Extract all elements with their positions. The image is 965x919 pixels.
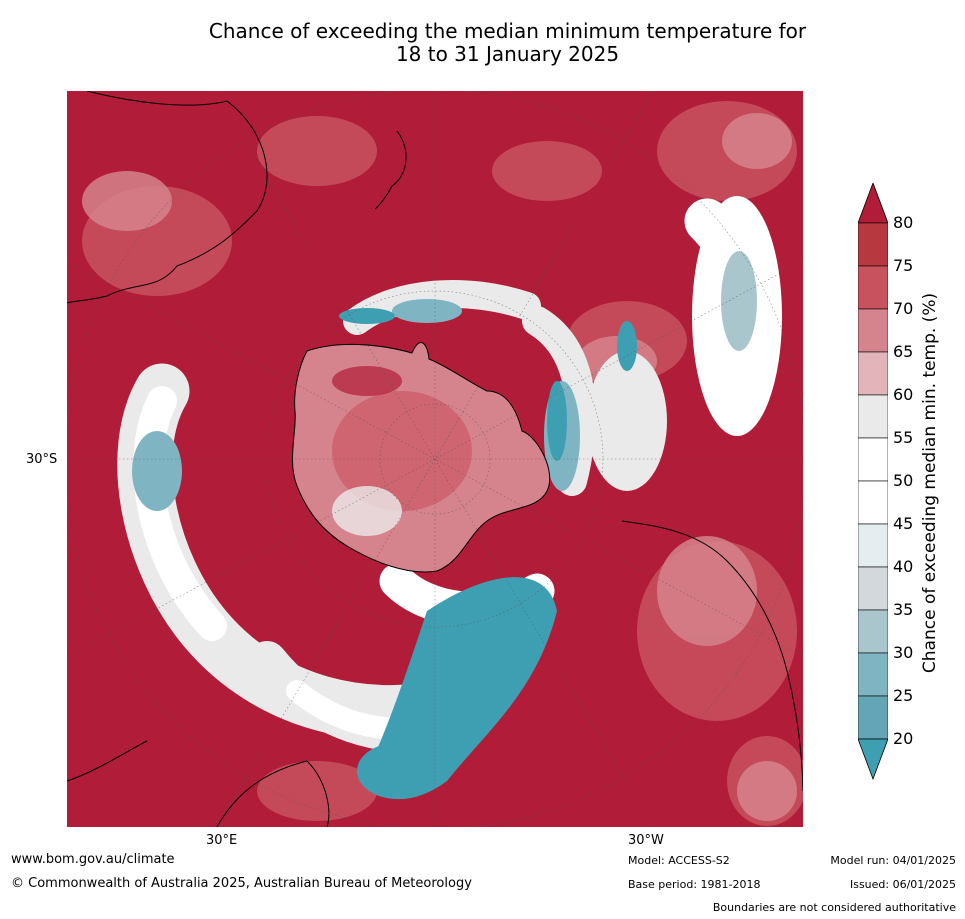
colorbar-segment [858, 523, 888, 568]
colorbar-tick-label: 25 [893, 686, 914, 705]
colorbar-tick-label: 45 [893, 514, 914, 533]
colorbar-tick-label: 70 [893, 299, 914, 318]
title-line-2: 18 to 31 January 2025 [395, 42, 620, 66]
colorbar-tick-label: 65 [893, 342, 914, 361]
colorbar-segment [858, 652, 888, 697]
longitude-label-30w: 30°W [628, 833, 664, 848]
colorbar-segment [858, 437, 888, 482]
colorbar-segment [858, 308, 888, 353]
colorbar-segment [858, 222, 888, 267]
map-title: Chance of exceeding the median minimum t… [150, 20, 865, 66]
graticule [67, 91, 803, 827]
colorbar-lower-arrow [858, 738, 888, 781]
title-line-1: Chance of exceeding the median minimum t… [208, 19, 807, 43]
colorbar-tick-label: 60 [893, 385, 914, 404]
colorbar-segment [858, 566, 888, 611]
footer-model: Model: ACCESS-S2 [628, 854, 730, 867]
colorbar-segment [858, 695, 888, 740]
colorbar-tick-label: 55 [893, 428, 914, 447]
colorbar-tick-label: 80 [893, 213, 914, 232]
lowest-probability-regions [339, 308, 637, 800]
colorbar-tick-label: 50 [893, 471, 914, 490]
footer-model-run: Model run: 04/01/2025 [830, 854, 956, 867]
longitude-label-30e: 30°E [206, 833, 238, 848]
colorbar-tick-label: 35 [893, 600, 914, 619]
colorbar-tick-label: 40 [893, 557, 914, 576]
footer-url[interactable]: www.bom.gov.au/climate [11, 852, 175, 867]
colorbar-segment [858, 609, 888, 654]
footer-issued: Issued: 06/01/2025 [849, 878, 956, 891]
footer-base-period: Base period: 1981-2018 [628, 878, 761, 891]
colorbar-segment [858, 394, 888, 439]
colorbar-tick-label: 75 [893, 256, 914, 275]
colorbar [858, 183, 888, 781]
colorbar-tick-label: 30 [893, 643, 914, 662]
colorbar-segment [858, 265, 888, 310]
probability-map [67, 91, 803, 827]
colorbar-segment [858, 480, 888, 525]
coastlines [67, 91, 803, 827]
footer-disclaimer: Boundaries are not considered authoritat… [712, 901, 956, 914]
colorbar-segment [858, 351, 888, 396]
latitude-label-30s: 30°S [26, 452, 58, 467]
colorbar-tick-label: 20 [893, 729, 914, 748]
colorbar-upper-arrow [858, 183, 888, 224]
footer-copyright: © Commonwealth of Australia 2025, Austra… [11, 876, 472, 891]
colorbar-title: Chance of exceeding median min. temp. (%… [920, 292, 940, 674]
colorbar-segments [858, 222, 888, 740]
